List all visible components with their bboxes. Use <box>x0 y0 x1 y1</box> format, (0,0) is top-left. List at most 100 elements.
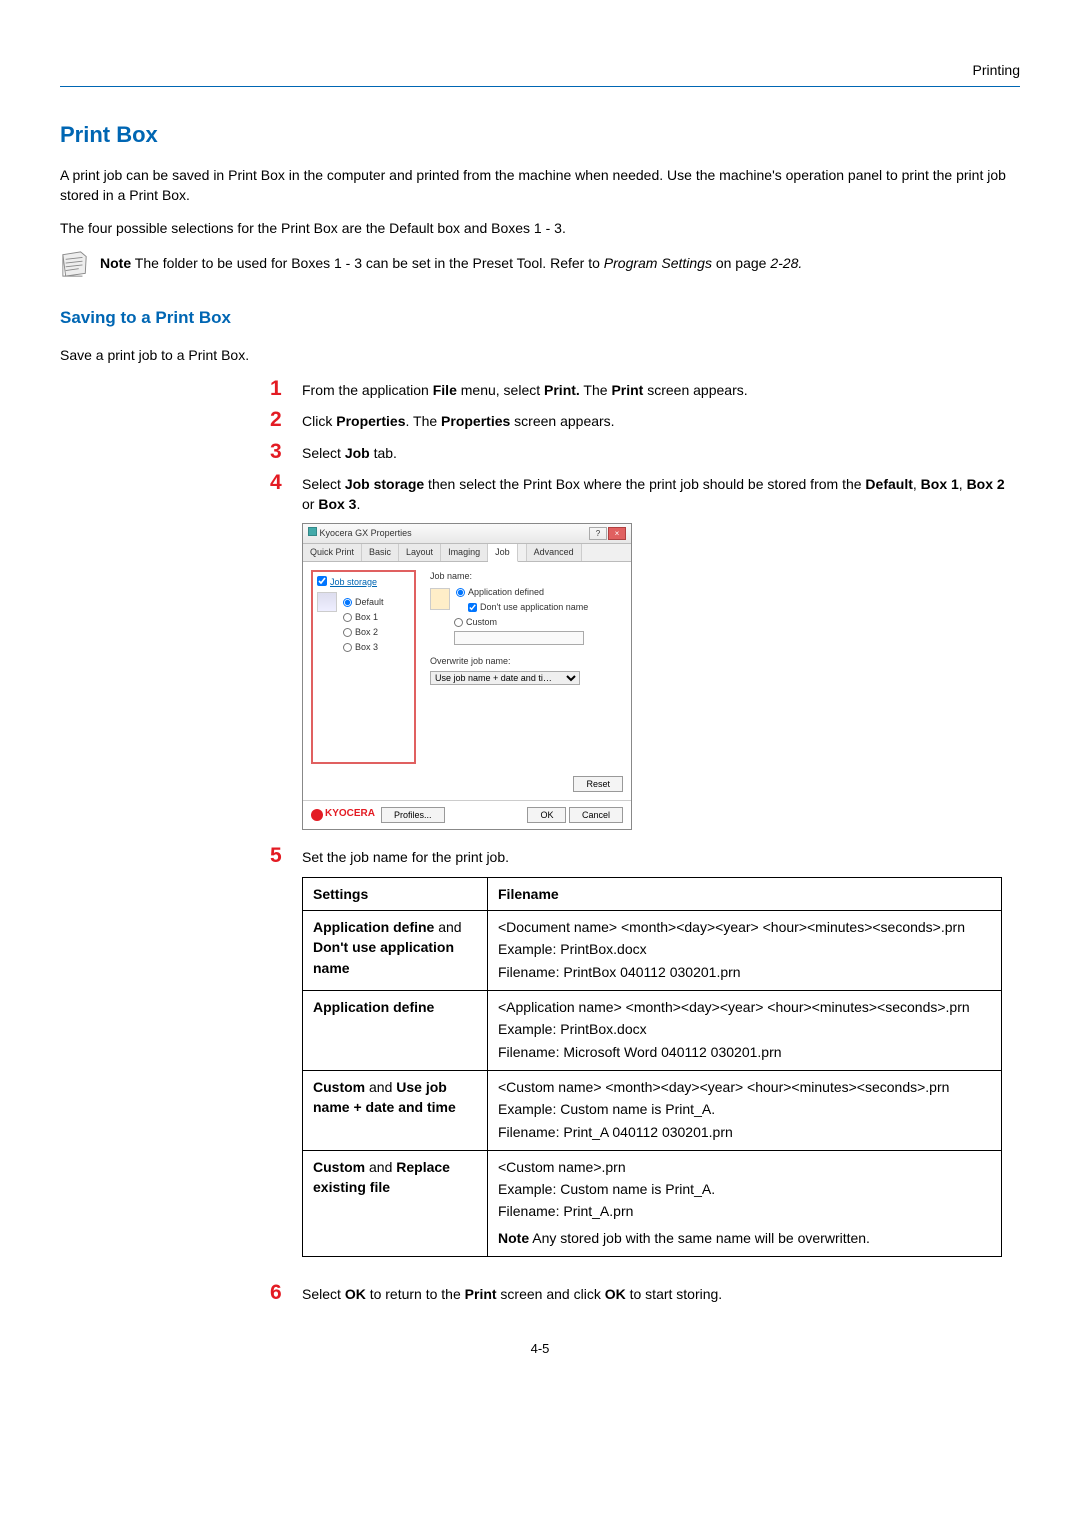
document-icon <box>430 588 450 610</box>
settings-cell: Application define <box>303 991 488 1071</box>
setting-bold: Custom <box>313 1079 365 1095</box>
step-text-bold: File <box>433 382 457 398</box>
dialog-title: Kyocera GX Properties <box>308 527 412 540</box>
job-storage-checkbox[interactable]: Job storage <box>317 576 408 589</box>
step-number: 3 <box>270 440 290 463</box>
table-row: Application define and Don't use applica… <box>303 911 1002 991</box>
step-text: From the application <box>302 382 433 398</box>
sub-intro: Save a print job to a Print Box. <box>60 345 1020 365</box>
step-text: then select the Print Box where the prin… <box>424 476 865 492</box>
cell-line: <Custom name>.prn <box>498 1157 991 1177</box>
tab-layout[interactable]: Layout <box>399 544 441 561</box>
cell-line: Example: PrintBox.docx <box>498 939 991 959</box>
cell-line: Example: Custom name is Print_A. <box>498 1179 991 1199</box>
step-text-bold: Print <box>465 1286 497 1302</box>
step-text: to return to the <box>366 1286 465 1302</box>
help-button[interactable]: ? <box>589 527 607 540</box>
radio-label: Box 1 <box>355 611 378 624</box>
radio-app-defined[interactable]: Application defined <box>456 586 623 599</box>
brand-logo: KYOCERA <box>311 807 375 822</box>
setting-bold: Application define <box>313 999 434 1015</box>
step-number: 2 <box>270 408 290 431</box>
cell-line: <Document name> <month><day><year> <hour… <box>498 917 991 937</box>
setting-text: and <box>365 1159 396 1175</box>
step-text-bold: Job storage <box>345 476 424 492</box>
subheading: Saving to a Print Box <box>60 306 1020 331</box>
close-button[interactable]: × <box>608 527 626 540</box>
ok-button[interactable]: OK <box>527 807 566 823</box>
step-text: screen appears. <box>643 382 747 398</box>
step-number: 6 <box>270 1281 290 1304</box>
custom-name-input[interactable] <box>454 631 584 645</box>
intro-paragraph-2: The four possible selections for the Pri… <box>60 218 1020 238</box>
tab-advanced[interactable]: Advanced <box>526 544 582 561</box>
settings-table: Settings Filename Application define and… <box>302 877 1002 1257</box>
radio-default[interactable]: Default <box>343 596 384 609</box>
table-row: Custom and Replace existing file <Custom… <box>303 1150 1002 1256</box>
page-number: 4-5 <box>60 1340 1020 1359</box>
dialog-tabs: Quick Print Basic Layout Imaging Job Adv… <box>303 544 631 562</box>
step-number: 5 <box>270 844 290 867</box>
tab-imaging[interactable]: Imaging <box>441 544 488 561</box>
cell-line: Filename: PrintBox 040112 030201.prn <box>498 962 991 982</box>
table-header-settings: Settings <box>303 877 488 910</box>
step-text-bold: OK <box>345 1286 366 1302</box>
overwrite-select[interactable]: Use job name + date and ti… <box>430 671 580 685</box>
note-block: Note The folder to be used for Boxes 1 -… <box>60 250 1020 278</box>
radio-box3[interactable]: Box 3 <box>343 641 384 654</box>
page-header: Printing <box>60 60 1020 86</box>
cell-line: Filename: Print_A.prn <box>498 1201 991 1221</box>
reset-button[interactable]: Reset <box>573 776 623 792</box>
step-text-bold: Properties <box>441 413 510 429</box>
radio-custom[interactable]: Custom <box>454 616 623 629</box>
setting-bold: Application define <box>313 919 434 935</box>
cell-note-text: Any stored job with the same name will b… <box>529 1230 870 1246</box>
cell-line: Example: Custom name is Print_A. <box>498 1099 991 1119</box>
cell-line: <Application name> <month><day><year> <h… <box>498 997 991 1017</box>
cancel-button[interactable]: Cancel <box>569 807 623 823</box>
step-4: 4 Select Job storage then select the Pri… <box>270 471 1020 515</box>
filename-cell: <Document name> <month><day><year> <hour… <box>488 911 1002 991</box>
radio-label: Box 2 <box>355 626 378 639</box>
job-storage-check[interactable] <box>317 576 327 586</box>
setting-text: and <box>434 919 461 935</box>
radio-box2[interactable]: Box 2 <box>343 626 384 639</box>
step-text: , <box>959 476 967 492</box>
settings-cell: Custom and Use job name + date and time <box>303 1070 488 1150</box>
cell-line: Filename: Print_A 040112 030201.prn <box>498 1122 991 1142</box>
tab-basic[interactable]: Basic <box>362 544 399 561</box>
step-text-bold: Job <box>345 445 370 461</box>
radio-label: Application defined <box>468 586 544 599</box>
setting-bold: Custom <box>313 1159 365 1175</box>
check-dont-use-app[interactable]: Don't use application name <box>468 601 623 614</box>
tab-quick-print[interactable]: Quick Print <box>303 544 362 561</box>
step-3: 3 Select Job tab. <box>270 440 1020 463</box>
radio-label: Default <box>355 596 384 609</box>
step-text: Click <box>302 413 336 429</box>
step-body: Set the job name for the print job. <box>302 844 509 867</box>
step-body: Select OK to return to the Print screen … <box>302 1281 722 1304</box>
profiles-button[interactable]: Profiles... <box>381 807 445 823</box>
step-2: 2 Click Properties. The Properties scree… <box>270 408 1020 431</box>
step-body: Click Properties. The Properties screen … <box>302 408 615 431</box>
header-rule <box>60 86 1020 87</box>
tab-job[interactable]: Job <box>488 544 518 562</box>
job-storage-panel: Job storage Default Box 1 Box 2 Box 3 <box>311 570 416 764</box>
radio-label: Custom <box>466 616 497 629</box>
radio-box1[interactable]: Box 1 <box>343 611 384 624</box>
dialog-body-footer: Reset <box>303 772 631 800</box>
filename-cell: <Custom name> <month><day><year> <hour><… <box>488 1070 1002 1150</box>
jobname-label: Job name: <box>430 570 623 583</box>
note-text: Note The folder to be used for Boxes 1 -… <box>100 250 802 273</box>
overwrite-label: Overwrite job name: <box>430 655 623 668</box>
step-text: Select <box>302 1286 345 1302</box>
setting-bold: Don't use application name <box>313 939 454 975</box>
note-ref: Program Settings <box>604 255 712 271</box>
step-number: 1 <box>270 377 290 400</box>
step-body: Select Job tab. <box>302 440 397 463</box>
dialog-title-suffix: GX Properties <box>355 528 412 538</box>
properties-dialog-screenshot: Kyocera GX Properties ? × Quick Print Ba… <box>302 523 632 830</box>
cell-line: <Custom name> <month><day><year> <hour><… <box>498 1077 991 1097</box>
step-text: Select <box>302 445 345 461</box>
step-text: to start storing. <box>626 1286 722 1302</box>
